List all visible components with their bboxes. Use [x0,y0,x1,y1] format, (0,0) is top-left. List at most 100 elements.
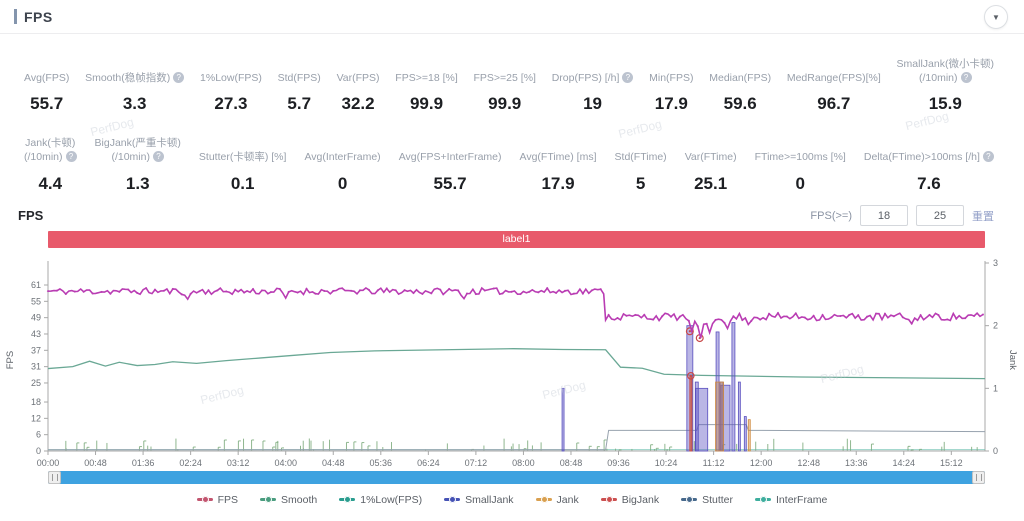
stat-cell: FPS>=18 [%] 99.9 [395,72,457,116]
stat-label-text: SmallJank(微小卡顿) (/10min) [896,58,994,84]
stat-label-text: Delta(FTime)>100ms [/h] [863,150,980,163]
stat-cell: Avg(FPS) 55.7 [24,72,69,116]
scrollbar-left-handle[interactable] [48,470,61,484]
stat-cell: MedRange(FPS)[%] 96.7 [787,72,881,116]
legend: FPS Smooth 1%Low(FPS) SmallJank Jank BigJank S… [0,494,1024,506]
stat-label: FPS>=25 [%] [474,72,536,86]
stat-label: Median(FPS) [709,72,771,86]
fps-threshold-controls: FPS(>=) 重置 [810,205,994,227]
fps-threshold-input-2[interactable] [916,205,964,227]
info-icon[interactable]: ? [152,150,164,162]
legend-marker [755,496,772,504]
stat-label-text: Avg(InterFrame) [304,150,381,163]
svg-text:00:48: 00:48 [84,458,107,468]
legend-marker-dot [344,496,352,504]
legend-marker-dot [449,496,457,504]
stats-row: Jank(卡顿) (/10min)? 4.4 BigJank(严重卡顿) (/10m… [24,137,994,194]
legend-item-jank[interactable]: Jank [535,494,579,506]
svg-text:0: 0 [36,446,41,456]
legend-item-smooth[interactable]: Smooth [260,494,317,506]
svg-text:31: 31 [31,361,41,371]
stat-cell: Jank(卡顿) (/10min)? 4.4 [24,137,77,194]
legend-marker-dot [540,496,548,504]
legend-marker [681,496,698,504]
legend-item-1-low-fps-[interactable]: 1%Low(FPS) [339,494,422,506]
svg-text:2: 2 [993,320,998,330]
stat-cell: Var(FTime) 25.1 [685,151,737,195]
reset-link[interactable]: 重置 [972,210,994,223]
stat-label-text: Avg(FPS) [24,71,70,84]
stat-cell: Avg(FPS+InterFrame) 55.7 [399,151,502,195]
stat-label: Delta(FTime)>100ms [/h]? [863,150,994,165]
stat-label: FTime>=100ms [%] [755,151,846,165]
svg-text:12:48: 12:48 [797,458,820,468]
svg-text:04:00: 04:00 [274,458,297,468]
svg-text:03:12: 03:12 [227,458,250,468]
legend-marker-dot [265,496,273,504]
collapse-button[interactable]: ▼ [984,5,1008,29]
legend-marker [339,496,356,504]
chart-scrollbar[interactable] [48,470,985,484]
stat-cell: Var(FPS) 32.2 [337,72,380,116]
stat-value: 15.9 [928,94,962,114]
accent-bar [14,9,17,24]
stat-label-text: Var(FTime) [684,150,737,163]
svg-text:49: 49 [31,312,41,322]
stat-label-text: Std(FPS) [277,71,321,84]
legend-item-fps[interactable]: FPS [196,494,238,506]
stat-cell: Smooth(稳帧指数)? 3.3 [85,71,185,116]
stat-value: 25.1 [694,173,728,193]
stat-value: 99.9 [488,94,522,114]
stat-label-text: Drop(FPS) [/h] [551,71,620,84]
stat-cell: Std(FTime) 5 [615,151,667,195]
legend-marker-dot [605,496,613,504]
scrollbar-right-handle[interactable] [972,470,985,484]
stat-label: Var(FTime) [685,151,737,165]
info-icon[interactable]: ? [982,150,994,162]
legend-label: SmallJank [465,493,514,506]
svg-text:37: 37 [31,345,41,355]
stat-label: Var(FPS) [337,72,380,86]
stat-value: 5 [635,173,646,193]
stat-label: FPS>=18 [%] [395,72,457,86]
stat-label: Drop(FPS) [/h]? [551,71,634,86]
stat-value: 7.6 [917,173,941,193]
stat-value: 32.2 [341,94,375,114]
stat-label: Min(FPS) [649,72,693,86]
svg-text:09:36: 09:36 [607,458,630,468]
legend-marker [600,496,617,504]
stat-value: 55.7 [30,94,64,114]
stat-label-text: 1%Low(FPS) [200,71,262,84]
legend-item-smalljank[interactable]: SmallJank [444,493,514,506]
y-axis-title-left: FPS [5,350,16,368]
stat-value: 17.9 [654,94,688,114]
svg-text:10:24: 10:24 [655,458,678,468]
stat-value: 4.4 [38,173,63,193]
stat-cell: 1%Low(FPS) 27.3 [200,72,262,116]
series-1pclow [65,438,978,451]
stat-value: 17.9 [541,173,575,193]
stat-cell: SmallJank(微小卡顿) (/10min)? 15.9 [897,58,994,115]
series-smooth [47,347,986,379]
info-icon[interactable]: ? [173,71,185,83]
legend-item-stutter[interactable]: Stutter [681,494,733,506]
info-icon[interactable]: ? [960,71,972,83]
info-icon[interactable]: ? [622,71,634,83]
stat-label-text: Median(FPS) [709,71,772,84]
stat-cell: FTime>=100ms [%] 0 [755,151,846,195]
svg-text:12:00: 12:00 [750,458,773,468]
y-axis-title-right: Jank [1007,350,1018,370]
legend-item-bigjank[interactable]: BigJank [600,494,659,506]
info-icon[interactable]: ? [65,150,77,162]
svg-text:04:48: 04:48 [322,458,345,468]
stat-cell: Stutter(卡顿率) [%] 0.1 [199,151,287,195]
stat-value: 19 [583,94,602,114]
legend-marker [444,496,461,504]
legend-item-interframe[interactable]: InterFrame [755,494,827,506]
stat-label: Avg(FPS) [24,72,69,86]
fps-threshold-input-1[interactable] [860,205,908,227]
stat-cell: Drop(FPS) [/h]? 19 [551,71,634,116]
panel-title: FPS [24,8,53,25]
svg-text:00:00: 00:00 [37,458,60,468]
